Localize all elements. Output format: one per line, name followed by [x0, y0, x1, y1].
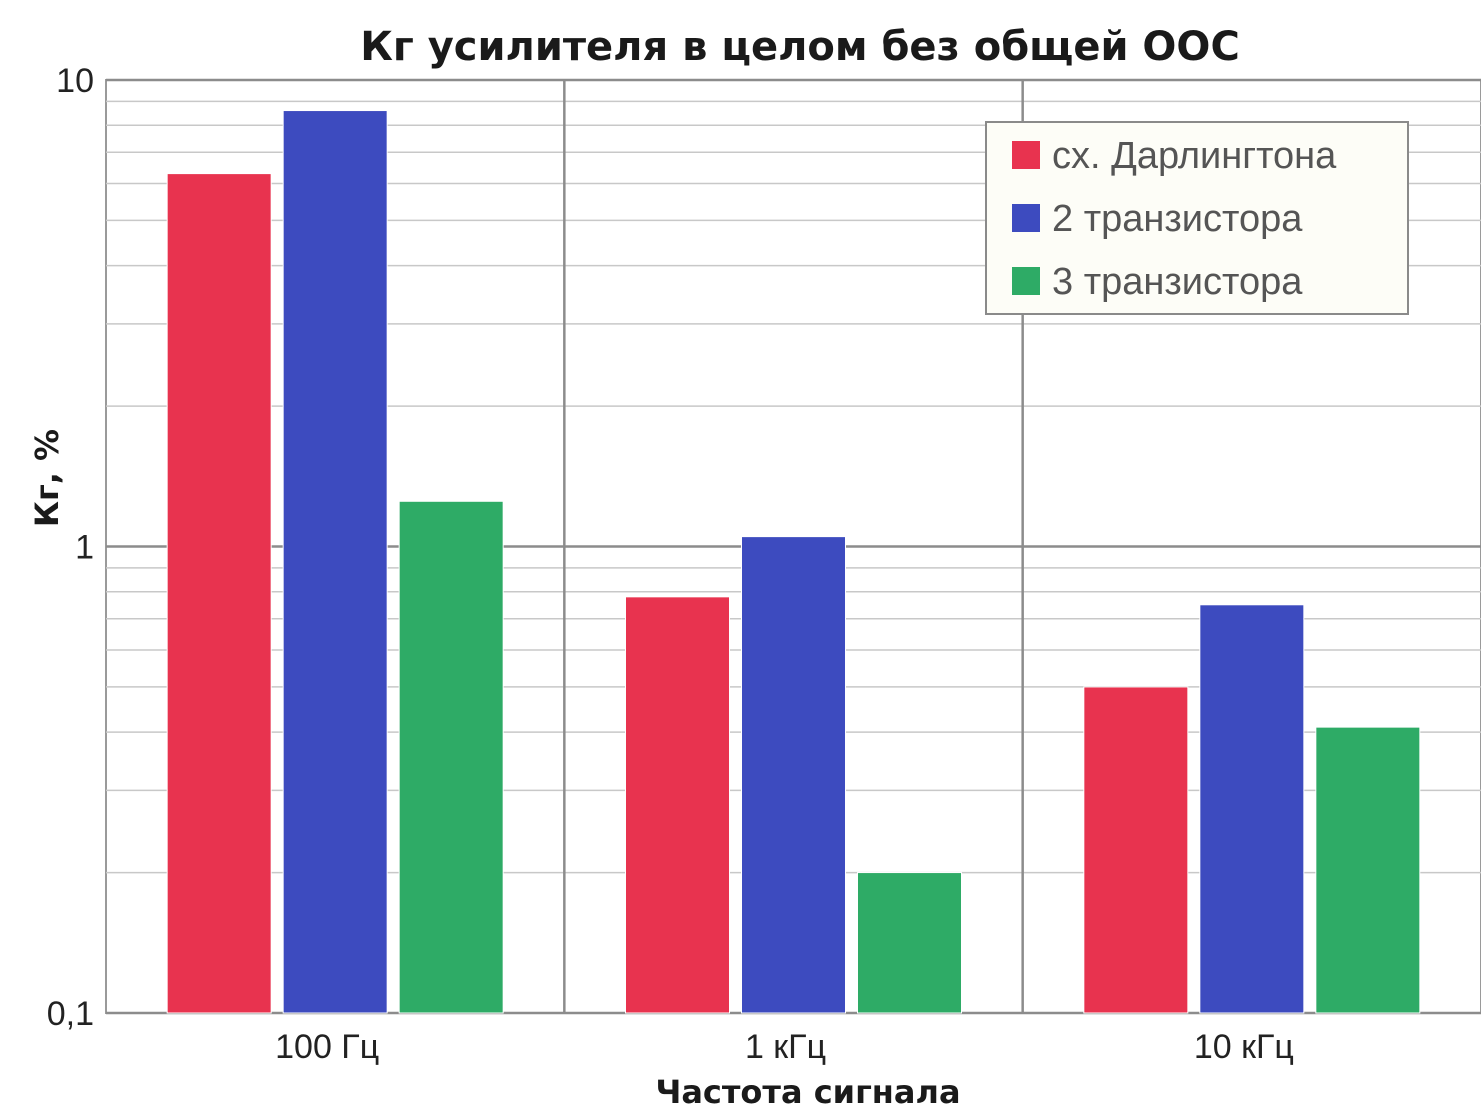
bar [398, 500, 504, 1014]
bar [282, 110, 388, 1014]
legend-swatch [1012, 141, 1040, 169]
legend-label: 2 транзистора [1052, 198, 1303, 240]
legend-box [985, 121, 1409, 315]
legend-label: 3 транзистора [1052, 261, 1303, 303]
x-tick-label: 10 кГц [1194, 1028, 1294, 1066]
bars [166, 110, 1421, 1014]
x-tick-label: 100 Гц [275, 1028, 379, 1066]
legend: сх. Дарлингтона 2 транзистора 3 транзистор… [985, 121, 1409, 315]
legend-swatch [1012, 267, 1040, 295]
y-tick-label: 10 [56, 62, 94, 100]
y-tick-labels: 0,1 1 10 [47, 62, 94, 1033]
x-axis-label: Частота сигнала [655, 1073, 960, 1111]
x-tick-labels: 100 Гц 1 кГц 10 кГц [275, 1028, 1294, 1066]
bar [741, 536, 846, 1014]
legend-swatch [1012, 204, 1040, 232]
bar [857, 872, 962, 1014]
bar [1199, 604, 1305, 1014]
y-tick-label: 1 [75, 529, 94, 567]
bar [1083, 686, 1189, 1014]
bar [166, 173, 272, 1014]
y-tick-label: 0,1 [47, 995, 94, 1033]
bar [1315, 726, 1421, 1014]
bar [625, 596, 730, 1014]
x-tick-label: 1 кГц [745, 1028, 826, 1066]
y-axis-label: Кг, % [28, 429, 66, 527]
chart-title: Кг усилителя в целом без общей ООС [360, 24, 1240, 70]
legend-label: сх. Дарлингтона [1052, 135, 1337, 177]
